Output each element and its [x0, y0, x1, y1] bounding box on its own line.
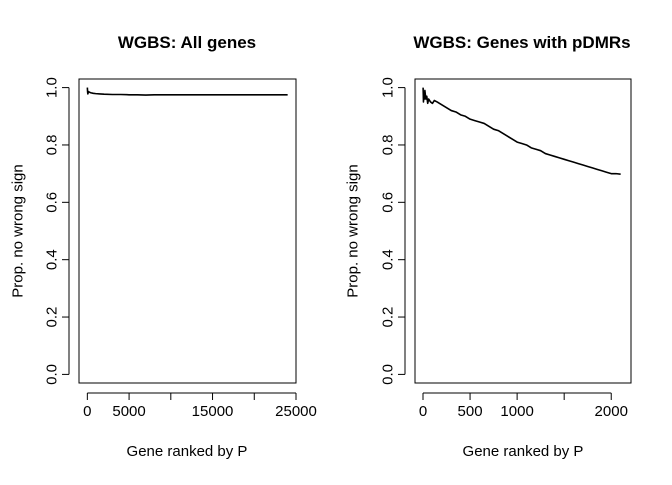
plot-frame	[414, 78, 632, 384]
y-tick-label: 0.6	[44, 192, 61, 213]
x-tick-label: 25000	[275, 403, 317, 420]
chart-panel-2: WGBS: Genes with pDMRs 0 500 1000 2000 Gene r…	[345, 33, 632, 460]
y-tick-label: 0.2	[380, 307, 397, 328]
series-line-1	[422, 87, 621, 176]
x-tick-label: 5000	[112, 403, 145, 420]
chart-panel-1: WGBS: All genes 0 5000 15000 25000 Gene ranke…	[10, 33, 317, 460]
x-tick-label: 500	[458, 403, 483, 420]
y-tick-label: 0.4	[380, 249, 397, 270]
x-tick-label: 15000	[192, 403, 234, 420]
y-axis-label: Prop. no wrong sign	[10, 164, 27, 297]
x-tick-label: 1000	[500, 403, 533, 420]
chart-title: WGBS: Genes with pDMRs	[413, 33, 630, 52]
x-axis-label: Gene ranked by P	[127, 443, 248, 460]
x-axis-label: Gene ranked by P	[463, 443, 584, 460]
x-tick-label: 2000	[595, 403, 628, 420]
y-tick-label: 1.0	[44, 77, 61, 98]
y-tick-label: 0.0	[380, 364, 397, 385]
chart-title: WGBS: All genes	[118, 33, 256, 52]
y-tick-label: 0.0	[44, 364, 61, 385]
plot-frame	[78, 78, 297, 384]
y-tick-label: 0.8	[380, 135, 397, 156]
y-tick-label: 0.8	[44, 135, 61, 156]
x-tick-label: 0	[419, 403, 427, 420]
x-tick-label: 0	[83, 403, 91, 420]
y-tick-label: 0.6	[380, 192, 397, 213]
y-tick-label: 0.4	[44, 249, 61, 270]
series-line-1	[86, 87, 288, 96]
y-tick-label: 0.2	[44, 307, 61, 328]
y-axis-label: Prop. no wrong sign	[345, 164, 362, 297]
y-tick-label: 1.0	[380, 77, 397, 98]
